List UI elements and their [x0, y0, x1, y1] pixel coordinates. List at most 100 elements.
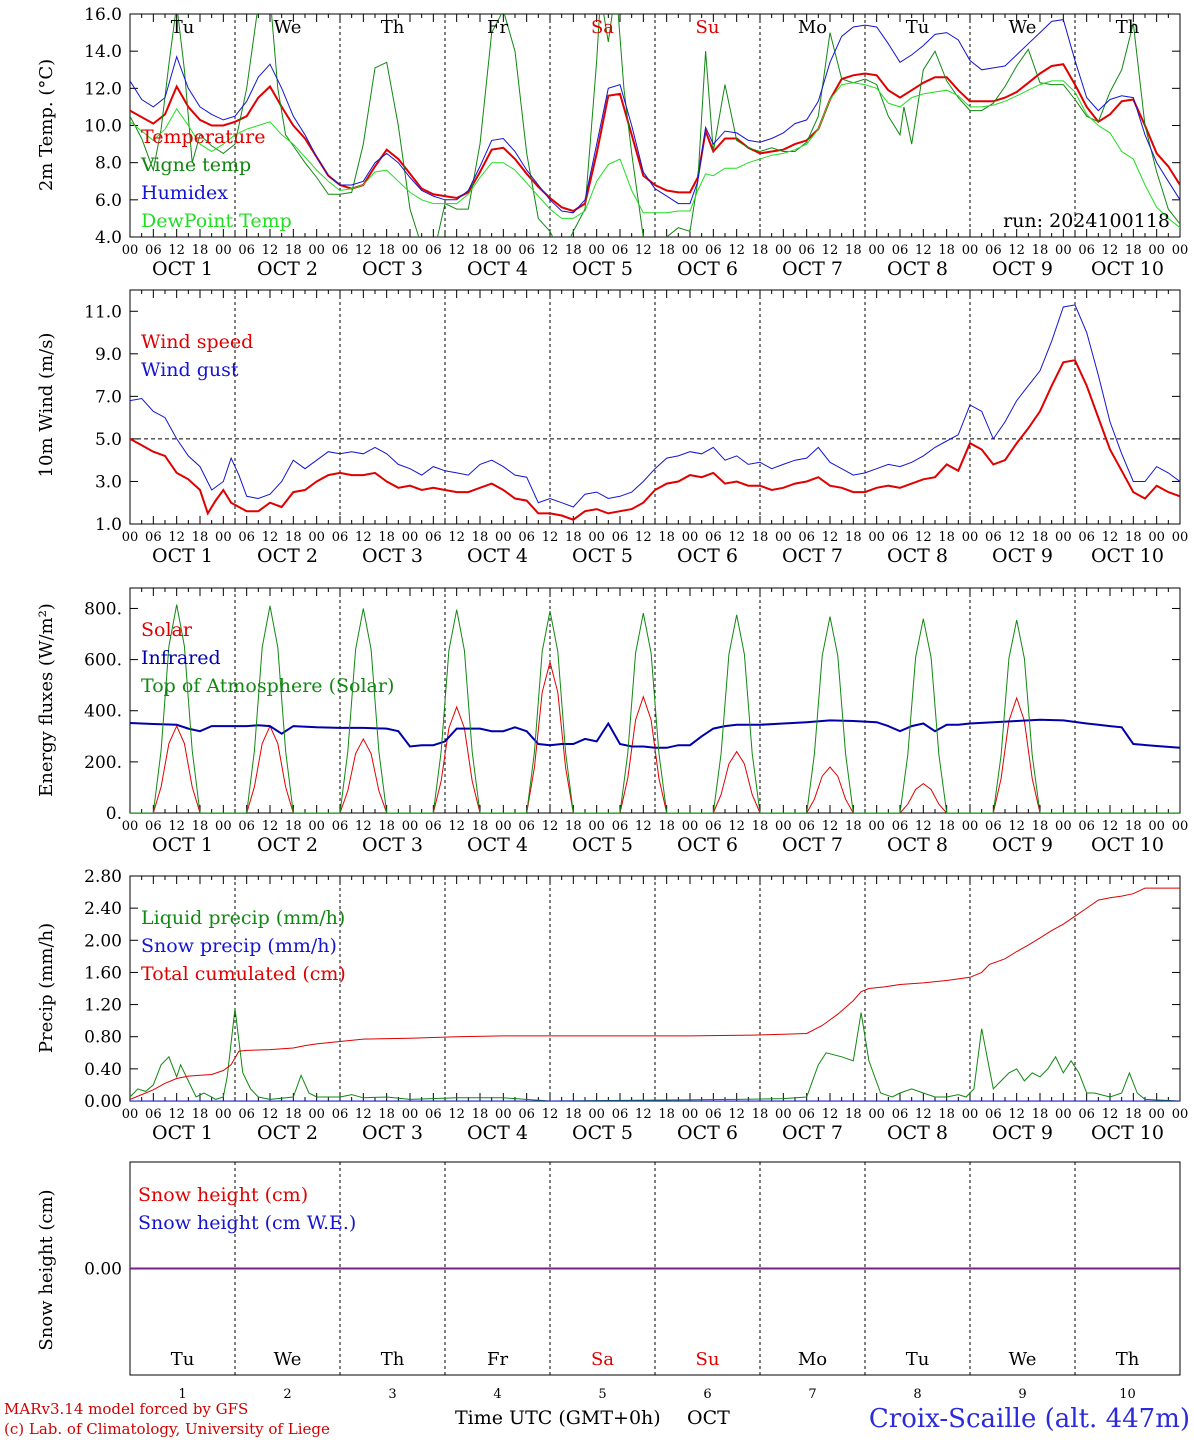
date-label: OCT 7 [782, 1122, 843, 1144]
hour-tick-label: 00 [122, 243, 139, 258]
hour-tick-label: 06 [985, 1107, 1002, 1122]
day-number: 5 [598, 1387, 606, 1402]
hour-tick-label: 18 [752, 819, 769, 834]
legend-entry: Vigne temp [140, 154, 251, 176]
date-label: OCT 4 [467, 545, 528, 567]
hour-tick-label: 12 [1008, 243, 1025, 258]
hour-tick-label: 18 [1032, 243, 1049, 258]
y-tick-label: 0.40 [84, 1060, 122, 1080]
y-tick-label: 1.20 [84, 996, 122, 1016]
panel-frame [129, 13, 1181, 238]
hour-tick-label: 18 [658, 1107, 675, 1122]
date-label: OCT 10 [1091, 834, 1164, 856]
hour-tick-label: 00 [402, 819, 419, 834]
hour-tick-label: 12 [635, 819, 652, 834]
y-axis-label: Energy fluxes (W/m²) [36, 603, 57, 797]
hour-tick-label: 06 [892, 1107, 909, 1122]
hour-tick-label: 12 [728, 243, 745, 258]
hour-tick-label: 06 [145, 819, 162, 834]
hour-tick-label: 00 [962, 1107, 979, 1122]
hour-tick-label: 12 [1008, 819, 1025, 834]
hour-tick-label: 00 [1172, 243, 1189, 258]
date-label: OCT 4 [467, 1122, 528, 1144]
y-tick-label: 2.40 [84, 899, 122, 919]
hour-tick-label: 00 [122, 530, 139, 545]
hour-tick-label: 12 [822, 819, 839, 834]
date-label: OCT 10 [1091, 258, 1164, 280]
hour-tick-label: 00 [1172, 1107, 1189, 1122]
hour-tick-label: 18 [845, 530, 862, 545]
weekday-label: Th [1116, 1349, 1140, 1370]
hour-tick-label: 00 [1055, 243, 1072, 258]
hour-tick-label: 12 [1102, 819, 1119, 834]
hour-tick-label: 12 [262, 243, 279, 258]
date-label: OCT 6 [677, 258, 738, 280]
y-tick-label: 0.80 [84, 1028, 122, 1048]
hour-tick-label: 00 [215, 1107, 232, 1122]
hour-tick-label: 00 [1055, 1107, 1072, 1122]
hour-tick-label: 00 [308, 243, 325, 258]
series-line [130, 19, 1180, 214]
date-label: OCT 4 [467, 834, 528, 856]
hour-tick-label: 12 [822, 243, 839, 258]
legend-entry: Wind gust [141, 359, 239, 381]
hour-tick-label: 12 [635, 1107, 652, 1122]
hour-tick-label: 12 [168, 530, 185, 545]
hour-tick-label: 00 [775, 1107, 792, 1122]
date-label: OCT 7 [782, 834, 843, 856]
y-axis-label: Snow height (cm) [36, 1189, 57, 1350]
weekday-label: We [1009, 17, 1037, 38]
hour-tick-label: 06 [892, 819, 909, 834]
hour-tick-label: 00 [495, 1107, 512, 1122]
date-label: OCT 1 [152, 545, 213, 567]
hour-tick-label: 00 [215, 243, 232, 258]
weekday-label: Sa [591, 1349, 614, 1370]
weekday-label: Tu [171, 1349, 195, 1370]
y-tick-label: 800. [84, 599, 122, 619]
legend-entry: Infrared [141, 647, 221, 669]
weekday-label: Th [381, 17, 405, 38]
hour-tick-label: 12 [448, 819, 465, 834]
y-tick-label: 9.0 [95, 345, 122, 365]
hour-tick-label: 18 [192, 1107, 209, 1122]
hour-tick-label: 06 [705, 1107, 722, 1122]
hour-tick-label: 06 [892, 530, 909, 545]
weekday-label: Th [1116, 17, 1140, 38]
hour-tick-label: 00 [588, 530, 605, 545]
series-line [130, 604, 1180, 813]
date-label: OCT 1 [152, 834, 213, 856]
date-label: OCT 5 [572, 834, 633, 856]
hour-tick-label: 18 [1032, 530, 1049, 545]
y-tick-label: 2.00 [84, 931, 122, 951]
hour-tick-label: 00 [402, 243, 419, 258]
hour-tick-label: 06 [518, 1107, 535, 1122]
legend-entry: DewPoint Temp [141, 210, 292, 232]
hour-tick-label: 18 [1125, 819, 1142, 834]
hour-tick-label: 12 [542, 1107, 559, 1122]
hour-tick-label: 00 [308, 1107, 325, 1122]
hour-tick-label: 18 [565, 819, 582, 834]
model-credit: MARv3.14 model forced by GFS [4, 1400, 248, 1418]
hour-tick-label: 00 [868, 530, 885, 545]
date-label: OCT 4 [467, 258, 528, 280]
y-tick-label: 600. [84, 651, 122, 671]
hour-tick-label: 06 [798, 1107, 815, 1122]
legend-entry: Humidex [141, 182, 228, 204]
hour-tick-label: 12 [915, 819, 932, 834]
hour-tick-label: 06 [798, 819, 815, 834]
hour-tick-label: 18 [658, 530, 675, 545]
weekday-label: Mo [798, 1349, 827, 1370]
hour-tick-label: 06 [612, 819, 629, 834]
series-line [130, 660, 1180, 813]
date-label: OCT 8 [887, 545, 948, 567]
legend-entry: Snow precip (mm/h) [141, 935, 337, 957]
hour-tick-label: 18 [285, 1107, 302, 1122]
date-label: OCT 3 [362, 1122, 423, 1144]
hour-tick-label: 00 [1148, 1107, 1165, 1122]
weekday-label: Mo [798, 17, 827, 38]
hour-tick-label: 12 [355, 530, 372, 545]
hour-tick-label: 00 [402, 530, 419, 545]
day-number: 7 [808, 1387, 816, 1402]
hour-tick-label: 18 [752, 243, 769, 258]
hour-tick-label: 06 [425, 819, 442, 834]
